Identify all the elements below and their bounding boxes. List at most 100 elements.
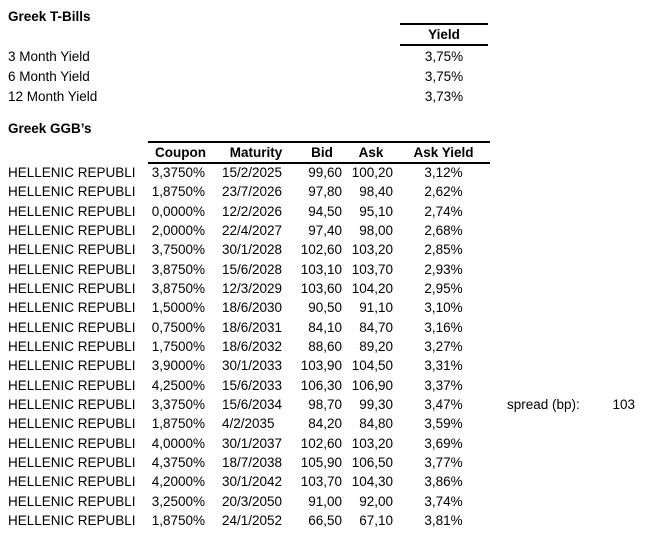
bond-ask-yield-cell: 2,93% bbox=[424, 261, 463, 277]
bond-ask-yield-cell: 2,62% bbox=[424, 184, 463, 200]
bond-ask-yield-cell: 3,77% bbox=[424, 455, 463, 471]
bond-name-cell: HELLENIC REPUBLI bbox=[8, 358, 136, 374]
bond-bid-cell: 105,90 bbox=[300, 455, 342, 471]
bond-bid-cell: 98,70 bbox=[308, 397, 342, 413]
tbill-yield-value: 3,73% bbox=[424, 88, 464, 104]
bond-name-cell: HELLENIC REPUBLI bbox=[8, 165, 136, 181]
bond-coupon-cell: 3,3750% bbox=[151, 397, 205, 413]
bond-bid-cell: 103,90 bbox=[300, 358, 342, 374]
bond-ask-yield-cell: 3,69% bbox=[424, 435, 463, 451]
tbill-row: 3 Month Yield 3,75% bbox=[0, 47, 655, 67]
bond-maturity-cell: 18/6/2032 bbox=[222, 339, 283, 355]
bond-coupon-cell: 3,7500% bbox=[151, 242, 205, 258]
bond-name-cell: HELLENIC REPUBLI bbox=[8, 513, 136, 529]
tbill-yield-value: 3,75% bbox=[424, 49, 464, 65]
bond-name-cell: HELLENIC REPUBLI bbox=[8, 242, 136, 258]
bid-column-header: Bid bbox=[311, 145, 333, 160]
tbills-rows: 3 Month Yield 3,75% 6 Month Yield 3,75% … bbox=[0, 47, 655, 106]
ggb-bond-row: HELLENIC REPUBLI 4,2000% 30/1/2042 103,7… bbox=[0, 472, 655, 491]
bond-bid-cell: 90,50 bbox=[308, 300, 342, 316]
ggb-bond-row: HELLENIC REPUBLI 3,9000% 30/1/2033 103,9… bbox=[0, 356, 655, 375]
bond-maturity-cell: 15/2/2025 bbox=[222, 165, 283, 181]
bond-ask-cell: 103,20 bbox=[351, 435, 393, 451]
bond-coupon-cell: 0,7500% bbox=[151, 319, 205, 335]
tbill-tenor-label: 6 Month Yield bbox=[8, 69, 90, 85]
ggb-bond-row: HELLENIC REPUBLI 0,7500% 18/6/2031 84,10… bbox=[0, 318, 655, 337]
bond-maturity-cell: 22/4/2027 bbox=[222, 223, 283, 239]
bond-ask-yield-cell: 2,95% bbox=[424, 281, 463, 297]
tbills-yield-column-header: Yield bbox=[400, 23, 488, 46]
bond-name-cell: HELLENIC REPUBLI bbox=[8, 339, 136, 355]
bond-ask-yield-cell: 3,59% bbox=[424, 416, 463, 432]
bond-name-cell: HELLENIC REPUBLI bbox=[8, 397, 136, 413]
bond-maturity-cell: 4/2/2035 bbox=[222, 416, 275, 432]
bond-ask-cell: 99,30 bbox=[359, 397, 393, 413]
bond-coupon-cell: 3,3750% bbox=[151, 165, 205, 181]
tbill-yield-value: 3,75% bbox=[424, 69, 464, 85]
bond-name-cell: HELLENIC REPUBLI bbox=[8, 416, 136, 432]
ggb-bond-row: HELLENIC REPUBLI 1,5000% 18/6/2030 90,50… bbox=[0, 298, 655, 317]
bond-coupon-cell: 3,8750% bbox=[151, 261, 205, 277]
tbill-tenor-label: 3 Month Yield bbox=[8, 49, 90, 65]
bond-maturity-cell: 30/1/2028 bbox=[222, 242, 283, 258]
bond-coupon-cell: 4,3750% bbox=[151, 455, 205, 471]
ggb-table-body: HELLENIC REPUBLI 3,3750% 15/2/2025 99,60… bbox=[0, 163, 655, 530]
bond-maturity-cell: 12/3/2029 bbox=[222, 281, 283, 297]
ggb-bond-row: HELLENIC REPUBLI 3,2500% 20/3/2050 91,00… bbox=[0, 492, 655, 511]
bond-ask-cell: 106,50 bbox=[351, 455, 393, 471]
tbill-row: 6 Month Yield 3,75% bbox=[0, 67, 655, 87]
bond-bid-cell: 97,40 bbox=[308, 223, 342, 239]
bond-bid-cell: 99,60 bbox=[308, 165, 342, 181]
bond-ask-yield-cell: 2,68% bbox=[424, 223, 463, 239]
ggb-bond-row: HELLENIC REPUBLI 3,8750% 12/3/2029 103,6… bbox=[0, 279, 655, 298]
bond-bid-cell: 97,80 bbox=[308, 184, 342, 200]
ggb-bond-row: HELLENIC REPUBLI 3,3750% 15/2/2025 99,60… bbox=[0, 163, 655, 182]
bond-ask-cell: 67,10 bbox=[359, 513, 393, 529]
bond-maturity-cell: 24/1/2052 bbox=[222, 513, 283, 529]
bond-maturity-cell: 15/6/2033 bbox=[222, 377, 283, 393]
ggb-bond-row: HELLENIC REPUBLI 1,7500% 18/6/2032 88,60… bbox=[0, 337, 655, 356]
bond-ask-cell: 84,70 bbox=[359, 319, 393, 335]
ggb-bond-row: HELLENIC REPUBLI 3,3750% 15/6/2034 98,70… bbox=[0, 395, 655, 414]
bond-ask-cell: 103,70 bbox=[351, 261, 393, 277]
bond-ask-yield-cell: 3,27% bbox=[424, 339, 463, 355]
tbills-section-title: Greek T-Bills bbox=[8, 9, 91, 24]
bond-coupon-cell: 4,2000% bbox=[151, 474, 205, 490]
tbill-row: 12 Month Yield 3,73% bbox=[0, 86, 655, 106]
bond-ask-cell: 84,80 bbox=[359, 416, 393, 432]
tbill-tenor-label: 12 Month Yield bbox=[8, 88, 98, 104]
bond-coupon-cell: 2,0000% bbox=[151, 223, 205, 239]
bond-name-cell: HELLENIC REPUBLI bbox=[8, 435, 136, 451]
bond-bid-cell: 88,60 bbox=[308, 339, 342, 355]
bond-name-cell: HELLENIC REPUBLI bbox=[8, 223, 136, 239]
bond-maturity-cell: 15/6/2028 bbox=[222, 261, 283, 277]
bond-coupon-cell: 4,2500% bbox=[151, 377, 205, 393]
bond-coupon-cell: 1,8750% bbox=[151, 184, 205, 200]
bond-coupon-cell: 0,0000% bbox=[151, 203, 205, 219]
maturity-column-header: Maturity bbox=[229, 145, 283, 160]
bond-ask-yield-cell: 3,10% bbox=[424, 300, 463, 316]
bond-name-cell: HELLENIC REPUBLI bbox=[8, 281, 136, 297]
bond-ask-cell: 100,20 bbox=[351, 165, 393, 181]
ggb-bond-row: HELLENIC REPUBLI 0,0000% 12/2/2026 94,50… bbox=[0, 202, 655, 221]
bond-coupon-cell: 1,7500% bbox=[151, 339, 205, 355]
bond-ask-cell: 106,90 bbox=[351, 377, 393, 393]
ggb-table-header: Coupon Maturity Bid Ask Ask Yield bbox=[148, 141, 490, 164]
bond-maturity-cell: 12/2/2026 bbox=[222, 203, 283, 219]
ggb-bond-row: HELLENIC REPUBLI 4,3750% 18/7/2038 105,9… bbox=[0, 453, 655, 472]
bond-ask-cell: 95,10 bbox=[359, 203, 393, 219]
bond-coupon-cell: 4,0000% bbox=[151, 435, 205, 451]
yield-header-label: Yield bbox=[428, 27, 460, 42]
bond-bid-cell: 84,20 bbox=[308, 416, 342, 432]
ggb-section-title: Greek GGB’s bbox=[8, 121, 92, 136]
ggb-bond-row: HELLENIC REPUBLI 4,2500% 15/6/2033 106,3… bbox=[0, 376, 655, 395]
bond-maturity-cell: 30/1/2033 bbox=[222, 358, 283, 374]
bond-name-cell: HELLENIC REPUBLI bbox=[8, 455, 136, 471]
bond-bid-cell: 102,60 bbox=[300, 242, 342, 258]
bond-ask-cell: 98,40 bbox=[359, 184, 393, 200]
ggb-bond-row: HELLENIC REPUBLI 3,8750% 15/6/2028 103,1… bbox=[0, 260, 655, 279]
bond-bid-cell: 91,00 bbox=[308, 493, 342, 509]
ggb-bond-row: HELLENIC REPUBLI 3,7500% 30/1/2028 102,6… bbox=[0, 240, 655, 259]
bond-maturity-cell: 20/3/2050 bbox=[222, 493, 283, 509]
